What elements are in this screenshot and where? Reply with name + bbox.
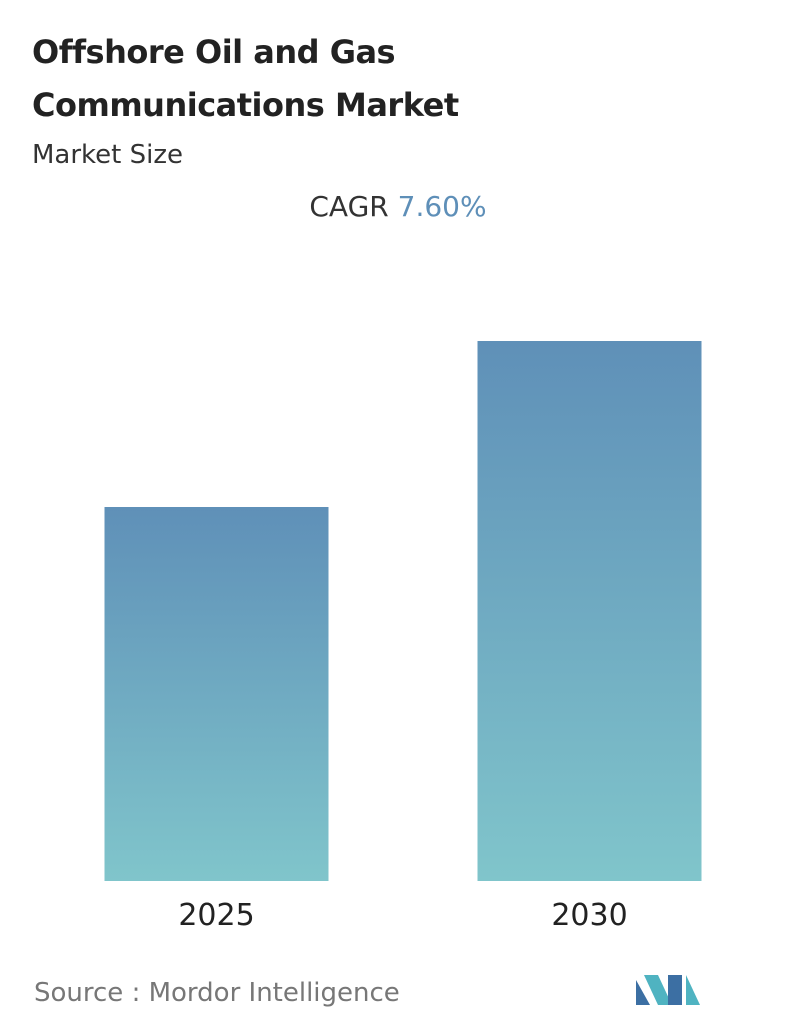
logo	[636, 975, 700, 1005]
cagr-label: CAGR	[309, 190, 389, 223]
bar	[104, 507, 329, 881]
source: Source : Mordor Intelligence	[34, 978, 400, 1008]
chart-subtitle: Market Size	[32, 140, 184, 170]
bar	[477, 341, 702, 881]
cagr-value: 7.60%	[397, 190, 487, 223]
cagr: CAGR 7.60%	[0, 190, 796, 223]
x-tick-label: 2030	[551, 898, 627, 933]
chart-title: Offshore Oil and Gas Communications Mark…	[32, 33, 459, 124]
x-tick-label: 2025	[178, 898, 254, 933]
